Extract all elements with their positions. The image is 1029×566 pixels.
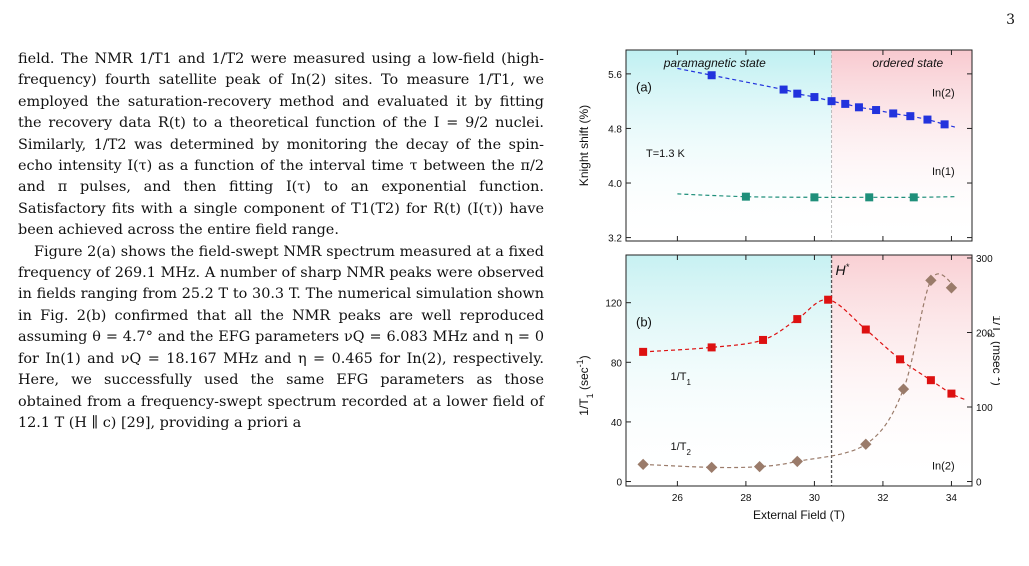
panel-b-ytick-label-2: 80 [611, 358, 623, 369]
panel-b-ytick-label-1: 40 [611, 418, 623, 429]
panel-b-y2tick-label-0: 0 [976, 478, 982, 489]
panel-b-xtick-label-3: 32 [877, 493, 889, 504]
series-label-t1: 1/T1 [671, 371, 692, 387]
point-t1 [639, 347, 648, 356]
point-in2 [854, 103, 863, 112]
panel-b-tag: (b) [636, 315, 652, 330]
point-in1 [865, 193, 874, 202]
point-t1 [707, 343, 716, 352]
panel-a-frame [625, 49, 973, 242]
series-label-in2: In(2) [932, 87, 955, 99]
panel-a: paramagnetic state ordered state 3.2 4.0 4.8… [577, 49, 973, 245]
panel-b-ylabel: 1/T1 (sec-1) [575, 355, 595, 415]
point-in2 [827, 97, 836, 106]
point-t2 [897, 383, 910, 395]
point-in1 [909, 193, 918, 202]
panel-b-in2-label: In(2) [932, 461, 955, 473]
point-t1 [793, 315, 802, 324]
point-in2 [889, 109, 898, 118]
point-t1 [824, 295, 833, 304]
point-in1 [741, 192, 750, 201]
paramagnetic-region-b [626, 255, 832, 486]
body-text: field. The NMR 1/T1 and 1/T2 were measur… [18, 49, 544, 434]
figure-svg: paramagnetic state ordered state 3.2 4.0 4.8… [575, 49, 1006, 522]
point-t2 [925, 274, 937, 286]
panel-b-xtick-label-4: 34 [946, 493, 958, 504]
panel-b-xtick-label-1: 28 [740, 493, 752, 504]
point-t1 [861, 325, 870, 334]
paragraph-1: field. The NMR 1/T1 and 1/T2 were measur… [18, 51, 544, 239]
panel-a-ytick-label-0: 3.2 [608, 234, 622, 245]
page-number: 3 [1006, 12, 1015, 28]
point-in2 [707, 71, 716, 80]
hstar-label: H* [836, 262, 850, 278]
point-t1 [896, 355, 905, 364]
series-label-t2: 1/T2 [671, 441, 692, 457]
series-label-in1: In(1) [932, 166, 955, 178]
panel-b-y2tick-label-3: 300 [976, 254, 993, 265]
ordered-region-b [831, 255, 972, 486]
ordered-region [831, 50, 972, 241]
panel-b-xtick-label-2: 30 [809, 493, 821, 504]
panel-b-y2label: 1/T2 (msec-1) [986, 315, 1000, 385]
figure: paramagnetic state ordered state 3.2 4.0 4.8… [570, 40, 1006, 560]
point-t2 [945, 282, 958, 294]
paramagnetic-region [626, 50, 832, 241]
panel-b-frame [625, 254, 973, 487]
panel-b-y2tick-label-2: 200 [976, 328, 993, 339]
point-in2 [906, 112, 915, 121]
panel-b-xlabel: External Field (T) [753, 508, 845, 522]
point-t1 [926, 376, 935, 385]
paramagnetic-label: paramagnetic state [663, 56, 766, 70]
point-t2 [860, 438, 872, 450]
point-in2 [841, 99, 850, 108]
panel-b-y2tick-label-1: 100 [976, 403, 993, 414]
ordered-label: ordered state [872, 56, 943, 70]
temperature-label: T=1.3 K [646, 148, 685, 160]
panel-b-ytick-label-3: 120 [605, 299, 622, 310]
point-in2 [872, 106, 881, 115]
panel-a-ytick-label-1: 4.0 [608, 179, 622, 190]
point-in2 [940, 120, 949, 129]
point-in2 [793, 89, 802, 98]
point-t1 [759, 335, 768, 344]
panel-a-ytick-label-2: 4.8 [608, 124, 622, 135]
panel-a-tag: (a) [636, 80, 652, 95]
point-in2 [923, 115, 932, 124]
fit-curve-t1 [643, 299, 966, 401]
point-in1 [810, 193, 819, 202]
panel-a-ytick-label-3: 5.6 [608, 70, 622, 81]
panel-b: 0 40 80 120 0 100 200 300 26 28 30 32 34 External Fie… [575, 254, 1006, 522]
panel-a-ylabel: Knight shift (%) [577, 105, 591, 186]
point-in2 [779, 85, 788, 94]
panel-b-ytick-label-0: 0 [616, 478, 622, 489]
point-t1 [947, 389, 956, 398]
panel-b-xtick-label-0: 26 [672, 493, 684, 504]
paragraph-2: Figure 2(a) shows the field-swept NMR sp… [18, 243, 544, 431]
point-in2 [810, 93, 819, 102]
